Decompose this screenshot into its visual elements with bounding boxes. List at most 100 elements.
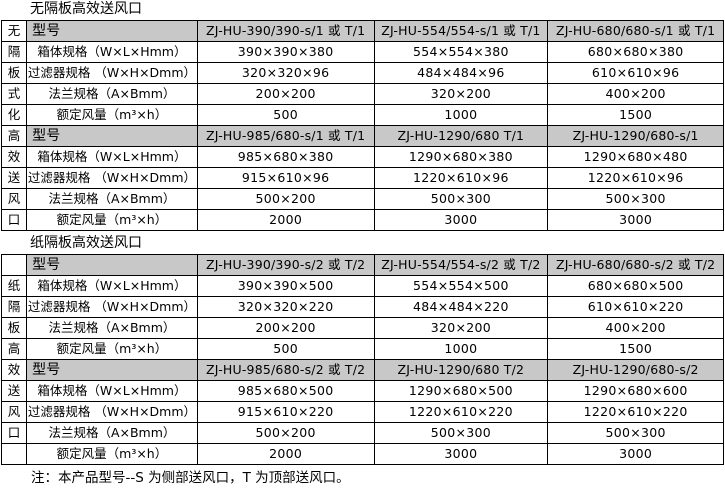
section-1-table: 无 型号 ZJ-HU-390/390-s/1 或 T/1 ZJ-HU-554/5… [0,20,724,231]
value-cell: 1290×680×380 [373,146,549,168]
value-cell: 680×680×500 [547,275,724,297]
value-cell: 200×200 [196,317,375,339]
value-cell: 1290×680×600 [547,380,724,402]
value-cell: 500×200 [196,422,375,444]
vertical-label-char: 式 [0,83,28,105]
value-cell: 3000 [373,443,549,465]
model-cell: ZJ-HU-985/680-s/1 或 T/1 [196,125,375,147]
vertical-label-char: 送 [0,380,28,402]
value-cell: 484×484×220 [373,296,549,318]
row-header-model: 型号 [26,125,198,147]
section-2-title: 纸隔板高效送风口 [30,235,142,251]
model-cell: ZJ-HU-1290/680-s/2 [547,359,724,381]
model-cell: ZJ-HU-680/680-s/2 或 T/2 [547,254,724,276]
table-row: 效 箱体规格（W×L×Hmm） 985×680×380 1290×680×380… [0,146,724,168]
value-cell: 1220×610×96 [547,167,724,189]
row-header-filter-spec: 过滤器规格 （W×H×Dmm） [26,296,198,318]
vertical-label-char: 板 [0,317,28,339]
table-row: 型号 ZJ-HU-390/390-s/2 或 T/2 ZJ-HU-554/554… [0,254,724,276]
table-row: 化 额定风量（m³×h） 500 1000 1500 [0,104,724,126]
value-cell: 554×554×500 [373,275,549,297]
table-row: 式 法兰规格（A×Bmm） 200×200 320×200 400×200 [0,83,724,105]
value-cell: 1220×610×220 [547,401,724,423]
value-cell: 3000 [373,209,549,231]
vertical-label-char: 高 [0,338,28,360]
footer-note: 注：本产品型号--S 为侧部送风口，T 为顶部送风口。 [31,470,350,486]
value-cell: 610×610×220 [547,296,724,318]
row-header-flange-spec: 法兰规格（A×Bmm） [26,83,198,105]
value-cell: 500×300 [373,188,549,210]
table-row: 纸 箱体规格（W×L×Hmm） 390×390×500 554×554×500 … [0,275,724,297]
table-row: 高 型号 ZJ-HU-985/680-s/1 或 T/1 ZJ-HU-1290/… [0,125,724,147]
table-row: 隔 箱体规格（W×L×Hmm） 390×390×380 554×554×380 … [0,41,724,63]
row-header-rated-flow: 额定风量（m³×h） [26,443,198,465]
row-header-box-spec: 箱体规格（W×L×Hmm） [26,41,198,63]
value-cell: 1000 [373,104,549,126]
table-row: 风 过滤器规格 （W×H×Dmm） 915×610×220 1220×610×2… [0,401,724,423]
vertical-label-char: 纸 [0,275,28,297]
footer-note-wrap: 注：本产品型号--S 为侧部送风口，T 为顶部送风口。 [1,469,724,487]
row-header-filter-spec: 过滤器规格 （W×H×Dmm） [26,167,198,189]
table-row: 高 额定风量（m³×h） 500 1000 1500 [0,338,724,360]
value-cell: 390×390×500 [196,275,375,297]
vertical-label-char: 口 [0,422,28,444]
value-cell: 500×300 [547,188,724,210]
table-row: 隔 过滤器规格 （W×H×Dmm） 320×320×220 484×484×22… [0,296,724,318]
vertical-label-char: 隔 [0,296,28,318]
value-cell: 985×680×380 [196,146,375,168]
value-cell: 1290×680×500 [373,380,549,402]
value-cell: 554×554×380 [373,41,549,63]
section-2-table: 型号 ZJ-HU-390/390-s/2 或 T/2 ZJ-HU-554/554… [0,254,724,465]
value-cell: 500×300 [373,422,549,444]
model-cell: ZJ-HU-1290/680 T/2 [373,359,549,381]
vertical-label-char: 高 [0,125,28,147]
row-header-filter-spec: 过滤器规格 （W×H×Dmm） [26,62,198,84]
row-header-flange-spec: 法兰规格（A×Bmm） [26,422,198,444]
model-cell: ZJ-HU-390/390-s/2 或 T/2 [196,254,375,276]
vertical-label-char: 隔 [0,41,28,63]
row-header-box-spec: 箱体规格（W×L×Hmm） [26,380,198,402]
model-cell: ZJ-HU-680/680-s/1 或 T/1 [547,20,724,42]
vertical-label-char: 送 [0,167,28,189]
row-header-flange-spec: 法兰规格（A×Bmm） [26,188,198,210]
value-cell: 2000 [196,209,375,231]
row-header-model: 型号 [26,254,198,276]
vertical-label-char: 风 [0,188,28,210]
section-1-title: 无隔板高效送风口 [30,1,142,17]
value-cell: 1220×610×96 [373,167,549,189]
vertical-label-char: 化 [0,104,28,126]
row-header-filter-spec: 过滤器规格 （W×H×Dmm） [26,401,198,423]
value-cell: 915×610×96 [196,167,375,189]
value-cell: 320×320×96 [196,62,375,84]
model-cell: ZJ-HU-985/680-s/2 或 T/2 [196,359,375,381]
value-cell: 1500 [547,104,724,126]
vertical-label-char: 板 [0,62,28,84]
vertical-label-char [0,443,28,465]
value-cell: 320×320×220 [196,296,375,318]
row-header-rated-flow: 额定风量（m³×h） [26,104,198,126]
vertical-label-char: 风 [0,401,28,423]
value-cell: 3000 [547,443,724,465]
row-header-box-spec: 箱体规格（W×L×Hmm） [26,275,198,297]
value-cell: 320×200 [373,83,549,105]
vertical-label-char: 效 [0,146,28,168]
value-cell: 500 [196,104,375,126]
value-cell: 610×610×96 [547,62,724,84]
row-header-rated-flow: 额定风量（m³×h） [26,338,198,360]
table-row: 板 过滤器规格 （W×H×Dmm） 320×320×96 484×484×96 … [0,62,724,84]
value-cell: 680×680×380 [547,41,724,63]
row-header-flange-spec: 法兰规格（A×Bmm） [26,317,198,339]
value-cell: 3000 [547,209,724,231]
model-cell: ZJ-HU-1290/680 T/1 [373,125,549,147]
model-cell: ZJ-HU-390/390-s/1 或 T/1 [196,20,375,42]
value-cell: 2000 [196,443,375,465]
table-row: 送 箱体规格（W×L×Hmm） 985×680×500 1290×680×500… [0,380,724,402]
table-row: 口 法兰规格（A×Bmm） 500×200 500×300 500×300 [0,422,724,444]
vertical-label-char: 口 [0,209,28,231]
table-row: 送 过滤器规格 （W×H×Dmm） 915×610×96 1220×610×96… [0,167,724,189]
row-header-box-spec: 箱体规格（W×L×Hmm） [26,146,198,168]
model-cell: ZJ-HU-554/554-s/2 或 T/2 [373,254,549,276]
table-row: 风 法兰规格（A×Bmm） 500×200 500×300 500×300 [0,188,724,210]
vertical-label-char: 无 [0,20,28,42]
value-cell: 500 [196,338,375,360]
